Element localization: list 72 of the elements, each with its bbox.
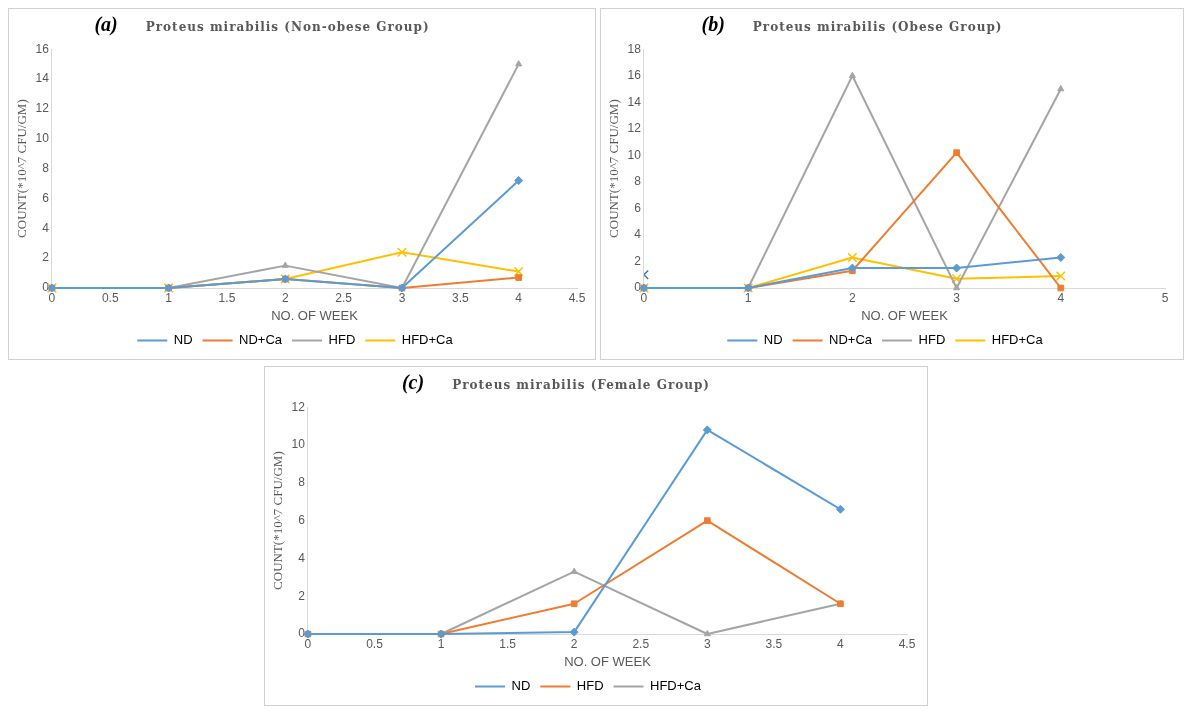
legend-label: HFD (328, 332, 356, 348)
x-tick-label: 2 (281, 290, 289, 305)
legend-label: ND+Ca (239, 332, 283, 348)
x-tick-label: 4.5 (568, 290, 586, 305)
y-tick-label: 10 (291, 437, 306, 452)
y-tick-label: 0 (298, 626, 306, 641)
text: (b) (701, 13, 725, 36)
legend-label: ND (173, 332, 193, 348)
y-tick-label: 2 (42, 250, 50, 265)
y-tick-label: 12 (291, 399, 306, 414)
x-tick-label: 4 (837, 636, 845, 651)
y-tick-label: 12 (35, 101, 50, 116)
x-tick-label: 1.5 (218, 290, 236, 305)
x-tick-label: 3.5 (765, 636, 783, 651)
x-tick-label: 3 (703, 636, 711, 651)
x-tick-label: 1 (165, 290, 173, 305)
y-tick-label: 16 (35, 41, 50, 56)
legend-label: ND+Ca (829, 332, 873, 348)
y-tick-label: 6 (298, 512, 306, 527)
y-tick-label: 8 (42, 160, 50, 175)
x-tick-label: 4 (515, 290, 523, 305)
y-tick-label: 10 (627, 147, 642, 162)
legend-label: HFD (576, 678, 604, 694)
legend-label: ND (763, 332, 783, 348)
y-tick-label: 4 (634, 227, 642, 242)
chart-title: Proteus mirabilis (Non-obese Group) (145, 20, 430, 34)
x-tick-label: 0.5 (101, 290, 119, 305)
y-tick-label: 2 (298, 588, 306, 603)
chart-title: Proteus mirabilis (Obese Group) (752, 20, 1003, 34)
y-tick-label: 0 (634, 280, 642, 295)
x-tick-label: 1 (437, 636, 445, 651)
y-axis-title: COUNT(*10^7 CFU/GM) (606, 99, 622, 238)
legend-label: ND (511, 678, 531, 694)
x-tick-label: 0.5 (366, 636, 384, 651)
x-tick-label: 3.5 (451, 290, 469, 305)
x-tick-label: 5 (1161, 290, 1169, 305)
y-tick-label: 6 (634, 200, 642, 215)
x-axis-title: NO. OF WEEK (271, 307, 359, 323)
y-tick-label: 16 (627, 68, 642, 83)
x-tick-label: 2.5 (335, 290, 353, 305)
y-tick-label: 4 (42, 220, 50, 235)
x-tick-label: 2.5 (632, 636, 650, 651)
x-axis-title: NO. OF WEEK (861, 307, 949, 323)
y-tick-label: 10 (35, 131, 50, 146)
x-tick-label: 3 (953, 290, 961, 305)
legend-label: HFD+Ca (650, 678, 702, 694)
y-tick-label: 14 (35, 71, 50, 86)
x-tick-label: 4 (1057, 290, 1065, 305)
x-tick-label: 2 (849, 290, 857, 305)
y-tick-label: 0 (42, 280, 50, 295)
legend-label: HFD (918, 332, 946, 348)
text: (c) (401, 371, 425, 394)
y-tick-label: 12 (627, 121, 642, 136)
x-axis-title: NO. OF WEEK (564, 653, 652, 669)
x-tick-label: 2 (570, 636, 578, 651)
y-tick-label: 14 (627, 94, 642, 109)
y-tick-label: 2 (634, 253, 642, 268)
x-tick-label: 4.5 (898, 636, 916, 651)
legend-label: HFD+Ca (991, 332, 1044, 348)
x-tick-label: 1.5 (499, 636, 517, 651)
y-tick-label: 8 (298, 475, 306, 490)
chart-title: Proteus mirabilis (Female Group) (452, 378, 711, 392)
text: (a) (94, 13, 118, 36)
y-axis-title: COUNT(*10^7 CFU/GM) (270, 451, 286, 590)
y-tick-label: 4 (298, 550, 306, 565)
y-tick-label: 8 (634, 174, 642, 189)
x-tick-label: 1 (744, 290, 752, 305)
y-tick-label: 6 (42, 190, 50, 205)
x-tick-label: 3 (398, 290, 406, 305)
y-axis-title: COUNT(*10^7 CFU/GM) (14, 99, 30, 238)
legend-label: HFD+Ca (401, 332, 454, 348)
y-tick-label: 18 (627, 41, 642, 56)
